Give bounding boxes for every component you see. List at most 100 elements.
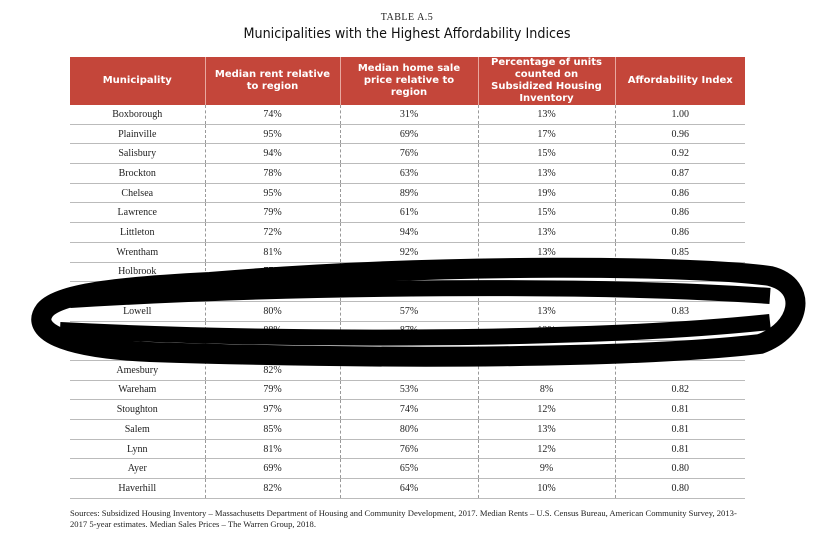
table-cell: 53%: [339, 380, 478, 401]
table-cell: Littleton: [70, 222, 205, 243]
table-cell: Brockton: [70, 163, 205, 184]
header-row: Municipality Median rent relative to regi…: [70, 57, 745, 105]
table-cell: 61%: [339, 202, 478, 224]
table-cell: 0.86: [614, 202, 745, 224]
table-cell: 79%: [204, 202, 340, 224]
table-cell: 81%: [204, 242, 340, 263]
table-cell: 95%: [204, 183, 340, 204]
table-cell: Amesbury: [70, 360, 205, 381]
table-cell: 0.81: [614, 439, 745, 460]
table-cell: Haverhill: [70, 478, 205, 499]
table-row: Plainville 95% 69% 17% 0.96: [70, 124, 745, 145]
table-row: Salisbury 94% 76% 15% 0.92: [70, 143, 745, 165]
table-cell: 10%: [477, 478, 615, 499]
table-cell: 94%: [204, 143, 340, 165]
column-header: Affordability Index: [614, 57, 745, 105]
table-row: Boxborough 74% 31% 13% 1.00: [70, 105, 745, 125]
table-cell: Chelsea: [70, 183, 205, 204]
table-cell: 0.81: [614, 419, 745, 440]
table-cell: 81%: [204, 439, 340, 460]
table-cell: Wrentham: [70, 242, 205, 263]
table-row: Brockton 78% 63% 13% 0.87: [70, 163, 745, 184]
table-cell: 0.87: [614, 163, 745, 184]
table-cell: 95%: [204, 124, 340, 145]
table-cell: Ayer: [70, 458, 205, 480]
column-header: Median home sale price relative to regio…: [339, 57, 478, 105]
table-cell: Wareham: [70, 380, 205, 401]
table-cell: 13%: [477, 419, 615, 440]
table-cell: Salisbury: [70, 143, 205, 165]
table-cell: 15%: [477, 202, 615, 224]
column-header: Percentage of units counted on Subsidize…: [477, 57, 615, 105]
table-cell: 57%: [339, 301, 478, 322]
table-cell: 13%: [477, 105, 615, 125]
table-cell: 15%: [477, 143, 615, 165]
table-cell: 76%: [339, 143, 478, 165]
table-label: TABLE A.5: [380, 12, 434, 23]
table-cell: Boxborough: [70, 105, 205, 125]
table-cell: 19%: [477, 183, 615, 204]
table-row: Wrentham 81% 92% 13% 0.85: [70, 242, 745, 263]
table-row: Stoughton 97% 74% 12% 0.81: [70, 399, 745, 420]
table-cell: Lynn: [70, 439, 205, 460]
table-row: Lynn 81% 76% 12% 0.81: [70, 439, 745, 460]
table-cell: 12%: [477, 399, 615, 420]
table-cell: 69%: [204, 458, 340, 480]
table-cell: 12%: [477, 439, 615, 460]
table-cell: 13%: [477, 163, 615, 184]
column-header: Municipality: [70, 57, 205, 105]
table-cell: 0.80: [614, 478, 745, 499]
table-cell: 76%: [339, 439, 478, 460]
table-cell: 1.00: [614, 105, 745, 125]
table-cell: 13%: [477, 222, 615, 243]
table-cell: 82%: [204, 478, 340, 499]
table-cell: Lawrence: [70, 202, 205, 224]
table-cell: 0.83: [614, 301, 745, 322]
table-cell: 0.92: [614, 143, 745, 165]
table-cell: [614, 360, 745, 381]
table-title: Municipalities with the Highest Affordab…: [243, 26, 571, 42]
table-cell: 89%: [339, 183, 478, 204]
table-cell: 78%: [204, 163, 340, 184]
table-cell: 80%: [204, 301, 340, 322]
table-cell: 0.86: [614, 222, 745, 243]
table-cell: 80%: [339, 419, 478, 440]
table-cell: Lowell: [70, 301, 205, 322]
table-cell: 0.96: [614, 124, 745, 145]
table-cell: 0.82: [614, 380, 745, 401]
table-cell: 0.86: [614, 183, 745, 204]
column-header: Median rent relative to region: [204, 57, 340, 105]
table-row: Chelsea 95% 89% 19% 0.86: [70, 183, 745, 204]
sources-note: Sources: Subsidized Housing Inventory – …: [70, 508, 737, 529]
table-row: Lowell 80% 57% 13% 0.83: [70, 301, 745, 322]
table-cell: 9%: [477, 458, 615, 480]
table-row: Haverhill 82% 64% 10% 0.80: [70, 478, 745, 499]
table-cell: 63%: [339, 163, 478, 184]
table-cell: 85%: [204, 419, 340, 440]
table-cell: Plainville: [70, 124, 205, 145]
table-row: Salem 85% 80% 13% 0.81: [70, 419, 745, 440]
table-row: Ayer 69% 65% 9% 0.80: [70, 458, 745, 480]
table-cell: 65%: [339, 458, 478, 480]
table-cell: 0.80: [614, 458, 745, 480]
table-cell: 8%: [477, 380, 615, 401]
table-cell: 17%: [477, 124, 615, 145]
table-cell: 64%: [339, 478, 478, 499]
table-cell: 72%: [204, 222, 340, 243]
table-row: Wareham 79% 53% 8% 0.82: [70, 380, 745, 401]
table-cell: 74%: [339, 399, 478, 420]
table-row: Littleton 72% 94% 13% 0.86: [70, 222, 745, 243]
table-cell: 94%: [339, 222, 478, 243]
table-cell: 74%: [204, 105, 340, 125]
table-row: Lawrence 79% 61% 15% 0.86: [70, 202, 745, 224]
table-cell: 69%: [339, 124, 478, 145]
table-cell: 97%: [204, 399, 340, 420]
table-cell: Salem: [70, 419, 205, 440]
table-cell: 13%: [477, 301, 615, 322]
table-cell: Stoughton: [70, 399, 205, 420]
table-cell: 0.81: [614, 399, 745, 420]
table-cell: 79%: [204, 380, 340, 401]
table-cell: 31%: [339, 105, 478, 125]
